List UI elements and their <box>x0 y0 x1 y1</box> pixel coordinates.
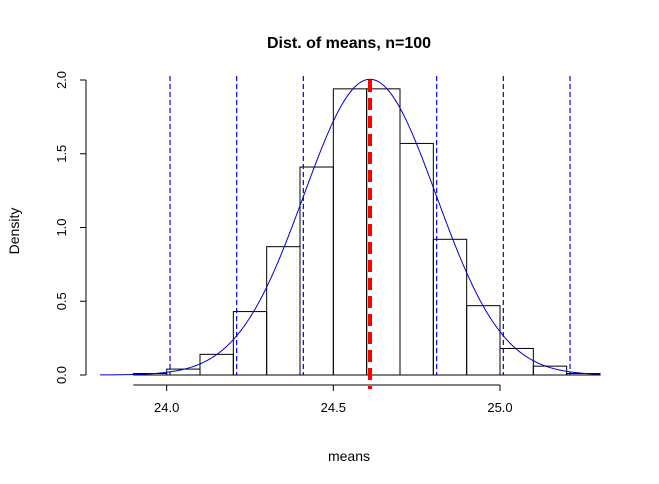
normal-density-curve <box>99 78 601 376</box>
y-tick-label: 2.0 <box>54 71 69 89</box>
y-tick-label: 1.5 <box>54 145 69 163</box>
histogram-bar <box>399 142 434 376</box>
y-tick-label: 1.0 <box>54 218 69 236</box>
histogram-bar <box>432 238 468 376</box>
histogram-bar <box>232 311 268 376</box>
x-axis-label: means <box>328 448 370 464</box>
histogram-bar <box>466 305 501 376</box>
x-tick-label: 25.0 <box>487 400 512 415</box>
histogram-bar <box>299 166 334 376</box>
histogram-bar <box>199 353 234 376</box>
y-tick-label: 0.5 <box>54 292 69 310</box>
histogram-bar <box>532 365 568 376</box>
histogram-bars <box>132 88 601 376</box>
x-tick-label: 24.0 <box>154 400 179 415</box>
y-axis: 0.0 0.5 1.0 1.5 2.0 <box>54 71 87 384</box>
sd-lines <box>169 76 571 375</box>
chart-title: Dist. of means, n=100 <box>267 35 431 52</box>
histogram-bar <box>332 88 368 376</box>
histogram-bar <box>499 347 534 376</box>
histogram-bar <box>266 246 301 376</box>
y-axis-label: Density <box>6 208 22 255</box>
x-axis: 24.0 24.5 25.0 <box>133 384 513 415</box>
y-tick-label: 0.0 <box>54 366 69 384</box>
x-tick-label: 24.5 <box>321 400 346 415</box>
